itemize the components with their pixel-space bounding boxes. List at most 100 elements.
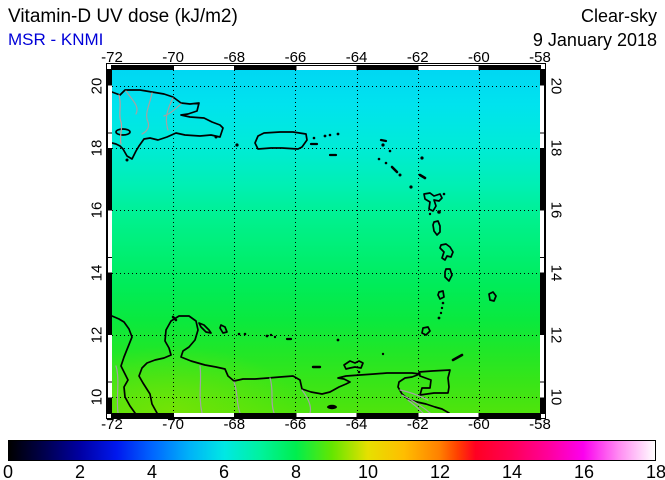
coast-tobago (451, 353, 464, 362)
lon-tick-label: -58 (529, 416, 551, 433)
lat-tick-label: 10 (88, 389, 106, 406)
island-culebra (312, 136, 316, 140)
lon-tick-label: -62 (406, 416, 429, 433)
lon-tick-label: -72 (101, 416, 123, 433)
page-title: Vitamin-D UV dose (kJ/m2) (8, 6, 238, 27)
lon-tick-label: -58 (529, 49, 551, 66)
island-st-barth (388, 149, 392, 153)
coast-bonaire (219, 324, 228, 334)
coast-st-lucia (444, 268, 453, 282)
colorbar-tick-label: 0 (2, 462, 14, 480)
lat-tick-label: 18 (88, 139, 106, 157)
lon-tick-label: -66 (284, 49, 307, 66)
rivers (115, 90, 431, 413)
island-los-testigos (381, 352, 385, 356)
colorbar-tick-label: 18 (645, 462, 665, 480)
island-canouan (440, 306, 444, 310)
coast-antigua (418, 173, 427, 180)
coast-martinique (439, 243, 454, 261)
colorbar-tick-label: 10 (357, 462, 379, 480)
island-blanquilla (336, 338, 340, 342)
colorbar-tick-label: 14 (501, 462, 523, 480)
river-hispaniola-1 (125, 90, 138, 115)
lon-tick-label: -70 (162, 49, 184, 66)
lake-enriquillo (115, 128, 131, 136)
river-orinoco-1 (399, 389, 429, 401)
island-las-aves-1 (237, 332, 241, 336)
river-hispaniola-2 (141, 92, 153, 135)
lat-tick-label: 12 (88, 326, 106, 344)
coast-trinidad (418, 369, 451, 396)
coast-puerto-rico (254, 131, 308, 150)
date-label: 9 January 2018 (532, 30, 657, 50)
coastlines (112, 89, 497, 413)
island-st-eustatius (384, 161, 388, 165)
lon-tick-label: -60 (468, 49, 490, 66)
coast-st-vincent (437, 290, 445, 300)
coast-hispaniola (112, 89, 224, 160)
coast-guadeloupe (423, 192, 443, 212)
river-orinoco-2 (401, 394, 431, 413)
lat-tick-label: 14 (547, 264, 565, 282)
colorbar-tick-label: 4 (146, 462, 158, 480)
lon-tick-label: -62 (406, 49, 429, 66)
border-colombia-venezuela (115, 365, 119, 413)
lagoon-unare (327, 404, 337, 410)
island-union (439, 311, 443, 315)
lon-tick-label: -68 (223, 416, 246, 433)
lon-tick-label: -68 (223, 49, 246, 66)
island-st-john (328, 133, 332, 137)
island-montserrat (409, 185, 413, 189)
coast-curacao (198, 322, 212, 334)
island-las-aves-2 (243, 332, 247, 336)
island-carriacou (437, 316, 441, 320)
small-islands (125, 132, 446, 410)
island-desirade (442, 192, 446, 196)
coast-grenada (421, 326, 431, 336)
river-venezuela-1 (199, 365, 203, 413)
island-les-saintes (428, 212, 432, 216)
coast-guajira-maracaibo-west (112, 315, 136, 413)
coast-margarita (343, 360, 364, 370)
coastlines-layer (112, 89, 497, 413)
island-coche (357, 370, 361, 374)
coast-anguilla (379, 138, 388, 143)
lon-tick-label: -70 (162, 416, 184, 433)
colorbar-tick-label: 12 (429, 462, 451, 480)
lat-tick-label: 16 (547, 201, 565, 219)
lat-tick-label: 14 (88, 264, 106, 282)
colorbar-tick-label: 16 (573, 462, 595, 480)
island-los-roques-3 (273, 335, 277, 339)
coast-barbados (488, 291, 497, 302)
island-marie-galante (437, 210, 441, 214)
coast-st-kitts (390, 165, 399, 174)
island-saba (377, 157, 381, 161)
lat-tick-label: 16 (88, 201, 106, 219)
lon-tick-label: -64 (345, 416, 368, 433)
lon-tick-label: -66 (284, 416, 307, 433)
lon-tick-label: -64 (345, 49, 368, 66)
island-los-roques-1 (265, 334, 269, 338)
island-tortola (336, 132, 340, 136)
coast-venezuela (138, 315, 450, 413)
island-st-martin (381, 143, 385, 147)
colorbar-tick-label: 6 (218, 462, 230, 480)
river-hispaniola-4 (163, 103, 182, 117)
lat-tick-label: 12 (547, 326, 565, 344)
sky-condition-label: Clear-sky (580, 6, 657, 26)
colorbar-tick-label: 8 (290, 462, 302, 480)
lon-tick-label: -72 (101, 49, 123, 66)
island-barbuda (420, 156, 424, 160)
country-borders (118, 94, 123, 145)
island-beata (125, 158, 129, 162)
river-venezuela-4 (301, 389, 312, 413)
colorbar (8, 440, 656, 461)
island-los-roques-2 (269, 333, 273, 337)
island-saona (214, 135, 218, 139)
lat-tick-label: 20 (547, 77, 565, 94)
lon-tick-label: -60 (468, 416, 490, 433)
island-nevis (398, 173, 402, 177)
river-hispaniola-3 (165, 97, 174, 131)
lat-tick-label: 20 (88, 77, 106, 94)
